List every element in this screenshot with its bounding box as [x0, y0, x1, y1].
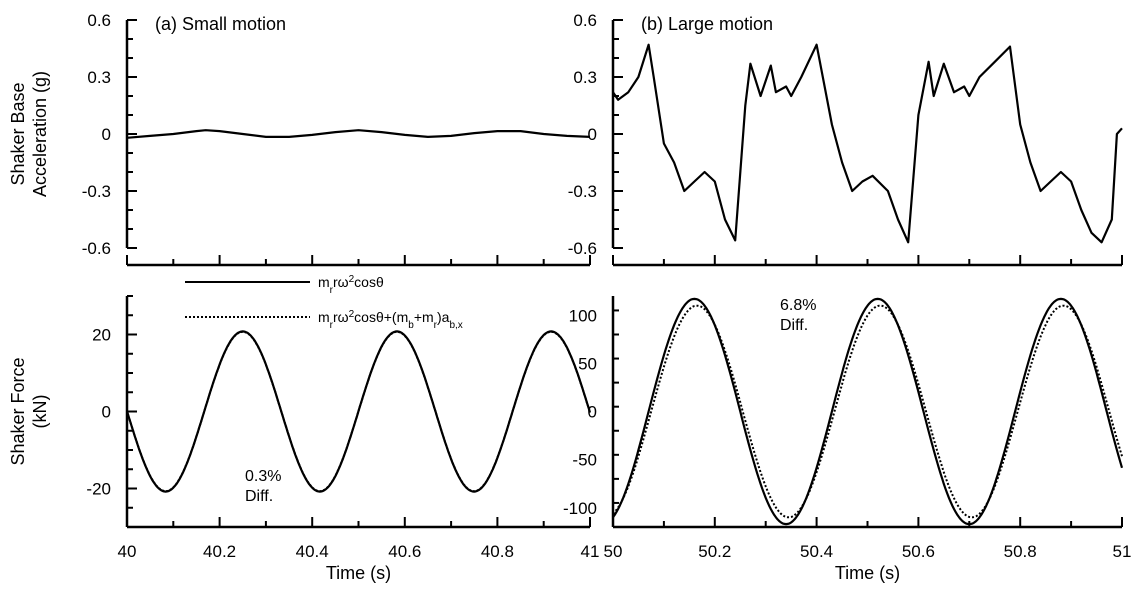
- legend-solid-label: mrrω2cosθ: [318, 274, 384, 296]
- y-tick-label: 0.6: [87, 11, 111, 30]
- x-axis-label: Time (s): [835, 563, 900, 583]
- chart-b-top: -0.6 -0.3 0 0.3 0.6 (b) Large motion: [568, 11, 1123, 267]
- y-tick-label: 0.3: [573, 68, 597, 87]
- y-tick-label: 50: [578, 354, 597, 373]
- y-axis-label: Shaker Force: [8, 357, 28, 465]
- chart-a-bottom: -20 0 20 40 40.2 40.4 40.6 40.8 41 Time (s) Shaker…: [8, 295, 600, 583]
- series-line-solid: [612, 43, 1123, 244]
- chart-a-top: -0.6 -0.3 0 0.3 0.6 (a) Small motion Shaker Ba…: [8, 11, 591, 267]
- diff-annotation: 6.8%: [780, 297, 816, 314]
- series-line-solid: [612, 297, 1124, 526]
- x-tick-label: 41: [581, 542, 600, 561]
- x-tick-label: 40.8: [481, 542, 514, 561]
- y-tick-label: -0.3: [568, 182, 597, 201]
- y-tick-label: -100: [563, 499, 597, 518]
- y-tick-label: 0: [102, 403, 111, 422]
- y-axis-label: (kN): [30, 395, 50, 429]
- y-tick-label: 0: [588, 403, 597, 422]
- panel-title: (b) Large motion: [641, 14, 773, 34]
- x-tick-label: 50.2: [698, 542, 731, 561]
- y-tick-label: -20: [86, 480, 111, 499]
- x-tick-label: 40.2: [203, 542, 236, 561]
- y-tick-label: 20: [92, 326, 111, 345]
- series-line-dotted: [126, 330, 591, 493]
- plots-layer: -0.6 -0.3 0 0.3 0.6 (a) Small motion Shaker Ba…: [8, 11, 1131, 583]
- x-tick-label: 50.6: [902, 542, 935, 561]
- y-tick-label: 0.3: [87, 68, 111, 87]
- y-tick-label: -0.6: [568, 239, 597, 258]
- diff-annotation: Diff.: [780, 317, 808, 334]
- series-line-solid: [125, 330, 592, 493]
- x-tick-label: 50.4: [800, 542, 833, 561]
- legend: mrrω2cosθ mrrω2cosθ+(mb+mr)ab,x: [185, 274, 463, 331]
- y-tick-label: 0: [102, 125, 111, 144]
- y-axis-label: Acceleration (g): [30, 71, 50, 197]
- y-tick-label: -0.3: [82, 182, 111, 201]
- diff-annotation: Diff.: [245, 488, 273, 505]
- x-tick-label: 40.6: [388, 542, 421, 561]
- x-tick-label: 40: [118, 542, 137, 561]
- y-tick-label: -0.6: [82, 239, 111, 258]
- x-tick-label: 50.8: [1004, 542, 1037, 561]
- panel-title: (a) Small motion: [155, 14, 286, 34]
- y-axis-label: Shaker Base: [8, 82, 28, 185]
- x-axis-label: Time (s): [326, 563, 391, 583]
- legend-dotted-label: mrrω2cosθ+(mb+mr)ab,x: [318, 309, 463, 331]
- chart-b-bottom: -100 -50 0 50 100 50 50.2 50.4 50.6 50.8 51 Time (s…: [563, 296, 1131, 583]
- series-line-solid: [126, 129, 591, 139]
- y-tick-label: -50: [572, 451, 597, 470]
- x-tick-label: 50: [604, 542, 623, 561]
- x-tick-label: 40.4: [296, 542, 329, 561]
- y-tick-label: 0: [588, 125, 597, 144]
- y-tick-label: 100: [569, 306, 597, 325]
- series-line-dotted: [612, 304, 1123, 519]
- y-tick-label: 0.6: [573, 11, 597, 30]
- diff-annotation: 0.3%: [245, 468, 281, 485]
- x-tick-label: 51: [1113, 542, 1132, 561]
